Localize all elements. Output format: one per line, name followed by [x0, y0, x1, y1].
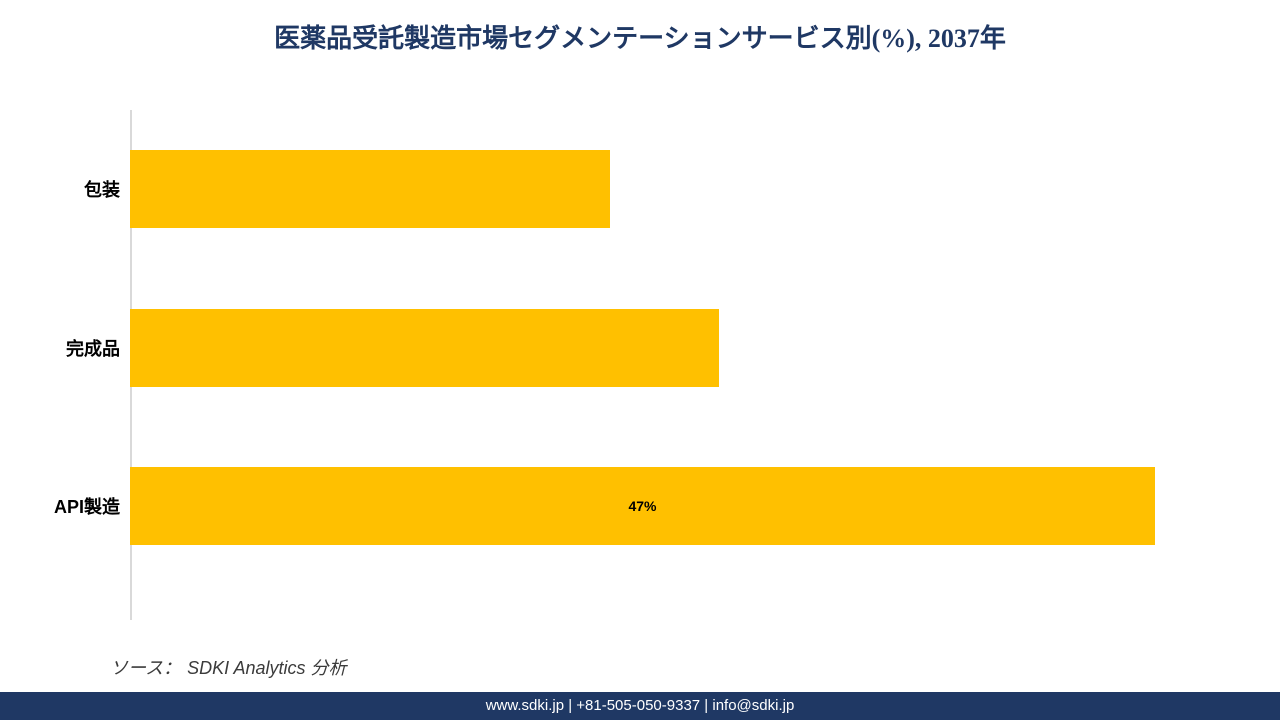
chart-plot-area: 包装 完成品 API製造 47%: [130, 110, 1155, 620]
bar: [130, 150, 610, 228]
source-attribution: ソース： SDKI Analytics 分析: [110, 654, 346, 680]
bar-row: [130, 150, 1155, 228]
category-label: 包装: [20, 176, 120, 202]
bar: [130, 309, 719, 387]
chart-title: 医薬品受託製造市場セグメンテーションサービス別(%), 2037年: [0, 0, 1280, 55]
source-prefix: ソース：: [110, 654, 181, 680]
footer-text: www.sdki.jp | +81-505-050-9337 | info@sd…: [486, 697, 795, 714]
bar: 47%: [130, 467, 1155, 545]
source-text: SDKI Analytics 分析: [187, 654, 346, 680]
bar-row: 47%: [130, 467, 1155, 545]
category-label: API製造: [20, 493, 120, 519]
category-label: 完成品: [20, 335, 120, 361]
bar-row: [130, 309, 1155, 387]
footer-contact-bar: www.sdki.jp | +81-505-050-9337 | info@sd…: [0, 692, 1280, 720]
bar-value-label: 47%: [628, 498, 656, 514]
